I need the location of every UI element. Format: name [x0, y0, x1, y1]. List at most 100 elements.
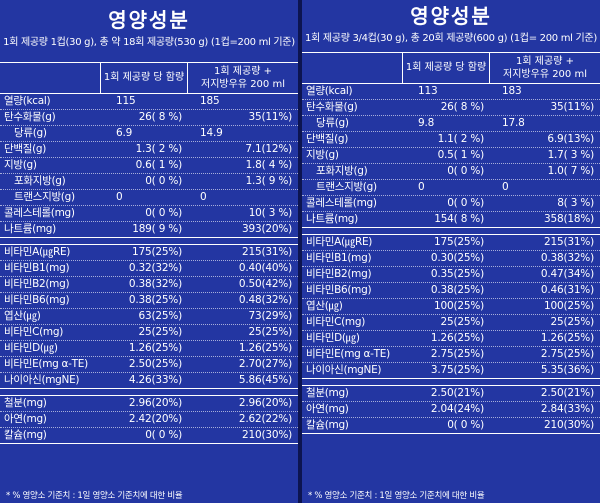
nutrient-name: 나트륨(mg)	[4, 223, 56, 235]
nutrient-name: 당류(g)	[316, 117, 349, 129]
nutrient-name: 비타민A(㎍RE)	[4, 246, 71, 258]
nutrient-name: 비타민D(㎍)	[4, 342, 58, 354]
with-milk-value: 35(11%)	[248, 111, 293, 123]
nutrient-name: 철분(mg)	[4, 397, 47, 409]
per-serving-value: 1.26(25%)	[430, 332, 484, 344]
nutrient-name: 비타민B2(mg)	[306, 268, 372, 280]
nutrient-name: 열량(kcal)	[306, 85, 353, 97]
left-title: 영양성분	[108, 8, 190, 32]
left-header-row: 1회 제공량 당 함량 1회 제공량 + 저지방우유 200 ml	[0, 62, 298, 94]
per-serving-value: 100(25%)	[434, 300, 484, 312]
per-serving-value: 2.04(24%)	[430, 403, 484, 415]
nutrient-row: 나트륨(mg) 189( 9 %) 393(20%)	[0, 222, 298, 238]
right-header-row: 1회 제공량 당 함량 1회 제공량 + 저지방우유 200 ml	[302, 52, 600, 84]
nutrient-row: 비타민B1(mg) 0.32(32%) 0.40(40%)	[0, 261, 298, 277]
left-col2-header: 1회 제공량 + 저지방우유 200 ml	[201, 66, 285, 90]
nutrient-name: 나이아신(mgNE)	[4, 374, 80, 386]
with-milk-value: 2.75(25%)	[540, 348, 594, 360]
per-serving-value: 26( 8 %)	[138, 111, 182, 123]
per-serving-value: 26( 8 %)	[440, 101, 484, 113]
per-serving-value: 0( 0 %)	[145, 429, 182, 441]
nutrient-name: 비타민B6(mg)	[306, 284, 372, 296]
with-milk-value: 210(30%)	[544, 419, 594, 431]
nutrient-name: 비타민D(㎍)	[306, 332, 360, 344]
section-gap	[0, 389, 298, 396]
nutrient-row: 열량(kcal) 113 183	[302, 84, 600, 100]
right-col2-header: 1회 제공량 + 저지방우유 200 ml	[503, 56, 587, 80]
with-milk-value: 2.96(20%)	[238, 397, 292, 409]
with-milk-value: 393(20%)	[242, 223, 292, 235]
nutrient-row: 칼슘(mg) 0( 0 %) 210(30%)	[0, 428, 298, 444]
nutrient-row: 비타민C(mg) 25(25%) 25(25%)	[302, 315, 600, 331]
right-rows: 열량(kcal) 113 183 탄수화물(g) 26( 8 %) 35(11%) 당류(g…	[302, 84, 600, 434]
nutrient-row: 당류(g) 9.8 17.8	[302, 116, 600, 132]
section-gap	[302, 228, 600, 235]
nutrient-row: 비타민A(㎍RE) 175(25%) 215(31%)	[302, 235, 600, 251]
nutrient-row: 단백질(g) 1.1( 2 %) 6.9(13%)	[302, 132, 600, 148]
per-serving-value: 63(25%)	[138, 310, 183, 322]
right-nutrition-panel: 영양성분 1회 제공량 3/4컵(30 g), 총 20회 제공량(600 g)…	[302, 0, 600, 503]
with-milk-value: 215(31%)	[242, 246, 292, 258]
nutrient-row: 트랜스지방(g) 0 0	[0, 190, 298, 206]
nutrient-row: 트랜스지방(g) 0 0	[302, 180, 600, 196]
section-gap	[302, 379, 600, 386]
nutrient-row: 지방(g) 0.6( 1 %) 1.8( 4 %)	[0, 158, 298, 174]
nutrient-row: 엽산(㎍) 100(25%) 100(25%)	[302, 299, 600, 315]
nutrient-row: 비타민C(mg) 25(25%) 25(25%)	[0, 325, 298, 341]
per-serving-value: 0( 0 %)	[447, 197, 484, 209]
with-milk-value: 1.7( 3 %)	[547, 149, 595, 161]
with-milk-value: 2.50(21%)	[540, 387, 594, 399]
with-milk-value: 2.84(33%)	[540, 403, 594, 415]
nutrient-row: 열량(kcal) 115 185	[0, 94, 298, 110]
with-milk-value: 7.1(12%)	[245, 143, 292, 155]
nutrient-row: 콜레스테롤(mg) 0( 0 %) 8( 3 %)	[302, 196, 600, 212]
nutrient-row: 비타민E(mg α-TE) 2.75(25%) 2.75(25%)	[302, 347, 600, 363]
per-serving-value: 175(25%)	[132, 246, 182, 258]
nutrient-row: 철분(mg) 2.50(21%) 2.50(21%)	[302, 386, 600, 402]
nutrient-row: 당류(g) 6.9 14.9	[0, 126, 298, 142]
nutrient-row: 비타민E(mg α-TE) 2.50(25%) 2.70(27%)	[0, 357, 298, 373]
nutrient-row: 비타민D(㎍) 1.26(25%) 1.26(25%)	[0, 341, 298, 357]
per-serving-value: 2.75(25%)	[430, 348, 484, 360]
nutrient-name: 콜레스테롤(mg)	[4, 207, 75, 219]
with-milk-value: 0.40(40%)	[238, 262, 292, 274]
nutrient-name: 열량(kcal)	[4, 95, 51, 107]
nutrient-row: 철분(mg) 2.96(20%) 2.96(20%)	[0, 396, 298, 412]
nutrient-name: 비타민E(mg α-TE)	[306, 348, 390, 360]
with-milk-value: 73(29%)	[248, 310, 293, 322]
per-serving-value: 0.38(25%)	[128, 294, 182, 306]
per-serving-value: 2.42(20%)	[128, 413, 182, 425]
with-milk-value: 25(25%)	[550, 316, 595, 328]
nutrient-name: 칼슘(mg)	[306, 419, 349, 431]
per-serving-value: 2.50(25%)	[128, 358, 182, 370]
nutrient-row: 비타민B2(mg) 0.35(25%) 0.47(34%)	[302, 267, 600, 283]
per-serving-value: 2.96(20%)	[128, 397, 182, 409]
right-footnote: * % 영양소 기준치 : 1일 영양소 기준치에 대한 비율	[308, 491, 485, 501]
nutrient-row: 탄수화물(g) 26( 8 %) 35(11%)	[302, 100, 600, 116]
section-gap	[0, 238, 298, 245]
nutrient-name: 포화지방(g)	[14, 175, 66, 187]
with-milk-value: 10( 3 %)	[248, 207, 292, 219]
right-subtitle: 1회 제공량 3/4컵(30 g), 총 20회 제공량(600 g) (1컵=…	[305, 33, 597, 44]
nutrient-name: 단백질(g)	[4, 143, 47, 155]
nutrient-row: 단백질(g) 1.3( 2 %) 7.1(12%)	[0, 142, 298, 158]
per-serving-value: 1.3( 2 %)	[135, 143, 183, 155]
with-milk-value: 0.46(31%)	[540, 284, 594, 296]
with-milk-value: 5.35(36%)	[540, 364, 594, 376]
nutrient-name: 비타민B2(mg)	[4, 278, 70, 290]
left-col1-header: 1회 제공량 당 함량	[101, 63, 188, 93]
nutrient-name: 비타민B1(mg)	[306, 252, 372, 264]
per-serving-value: 0.35(25%)	[430, 268, 484, 280]
nutrient-row: 나이아신(mgNE) 4.26(33%) 5.86(45%)	[0, 373, 298, 389]
per-serving-value: 0.5( 1 %)	[437, 149, 485, 161]
with-milk-value: 100(25%)	[544, 300, 594, 312]
nutrient-name: 아연(mg)	[4, 413, 47, 425]
per-serving-value: 25(25%)	[440, 316, 485, 328]
per-serving-value: 9.8	[418, 117, 435, 129]
nutrient-row: 지방(g) 0.5( 1 %) 1.7( 3 %)	[302, 148, 600, 164]
nutrient-name: 엽산(㎍)	[4, 310, 41, 322]
per-serving-value: 189( 9 %)	[132, 223, 182, 235]
nutrient-name: 철분(mg)	[306, 387, 349, 399]
nutrient-row: 포화지방(g) 0( 0 %) 1.0( 7 %)	[302, 164, 600, 180]
